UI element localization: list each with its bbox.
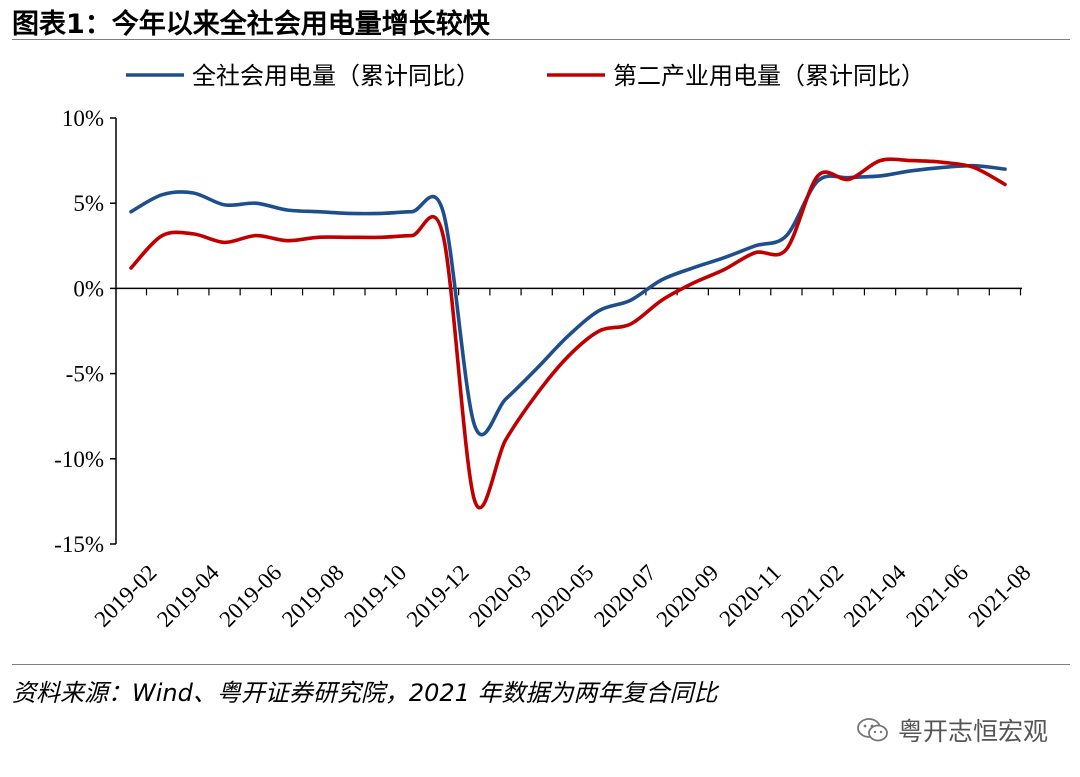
source-note: 资料来源：Wind、粤开证券研究院，2021 年数据为两年复合同比 bbox=[12, 679, 718, 707]
x-tick-label: 2019-06 bbox=[214, 560, 286, 632]
title-divider bbox=[12, 39, 1070, 40]
y-tick-label: 10% bbox=[62, 106, 104, 131]
x-tick-label: 2020-07 bbox=[589, 560, 661, 632]
x-tick-label: 2019-08 bbox=[277, 560, 349, 632]
footer-divider bbox=[12, 664, 1070, 665]
x-tick-label: 2021-02 bbox=[776, 560, 848, 632]
legend: 全社会用电量（累计同比） 第二产业用电量（累计同比） bbox=[126, 62, 925, 90]
x-tick-label: 2020-03 bbox=[464, 560, 536, 632]
y-tick-label: 5% bbox=[73, 191, 104, 216]
x-tick-label: 2020-05 bbox=[527, 560, 599, 632]
x-tick-label: 2021-06 bbox=[901, 560, 973, 632]
line-chart: 全社会用电量（累计同比） 第二产业用电量（累计同比） 10% 5% 0% -5% -10%… bbox=[54, 62, 1035, 632]
x-tick-label: 2020-11 bbox=[715, 560, 786, 631]
y-tick-label: -15% bbox=[54, 532, 104, 557]
series-lines bbox=[129, 157, 1007, 510]
watermark-text: 粤开志恒宏观 bbox=[897, 717, 1048, 746]
x-tick-label: 2019-10 bbox=[339, 560, 411, 632]
series-line-total bbox=[129, 163, 1007, 437]
wechat-icon bbox=[857, 718, 888, 742]
axes: 10%5%0%-5%-10%-15%2019-022019-042019-062… bbox=[54, 106, 1035, 632]
y-tick-label: 0% bbox=[73, 276, 104, 301]
watermark: 粤开志恒宏观 bbox=[856, 712, 1048, 748]
legend-label: 全社会用电量（累计同比） bbox=[192, 62, 480, 90]
x-tick-label: 2019-12 bbox=[402, 560, 474, 632]
series-line-secondary bbox=[129, 157, 1007, 510]
x-tick-label: 2019-04 bbox=[152, 560, 224, 632]
y-tick-label: -10% bbox=[54, 447, 104, 472]
legend-label: 第二产业用电量（累计同比） bbox=[613, 62, 925, 90]
y-tick-label: -5% bbox=[66, 362, 104, 387]
x-tick-label: 2021-04 bbox=[839, 560, 911, 632]
chart-title: 图表1：今年以来全社会用电量增长较快 bbox=[12, 9, 490, 40]
x-tick-label: 2020-09 bbox=[651, 560, 723, 632]
x-tick-label: 2021-08 bbox=[964, 560, 1036, 632]
x-tick-label: 2019-02 bbox=[90, 560, 162, 632]
